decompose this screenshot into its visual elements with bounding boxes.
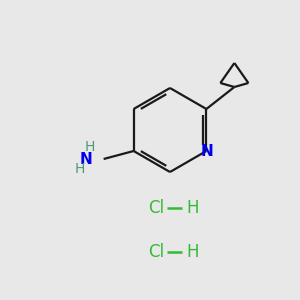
Text: N: N bbox=[201, 145, 214, 160]
Text: H: H bbox=[186, 199, 199, 217]
Text: Cl: Cl bbox=[148, 199, 164, 217]
Text: Cl: Cl bbox=[148, 243, 164, 261]
Text: N: N bbox=[79, 152, 92, 166]
Text: H: H bbox=[84, 140, 95, 154]
Text: H: H bbox=[74, 162, 85, 176]
Text: H: H bbox=[186, 243, 199, 261]
